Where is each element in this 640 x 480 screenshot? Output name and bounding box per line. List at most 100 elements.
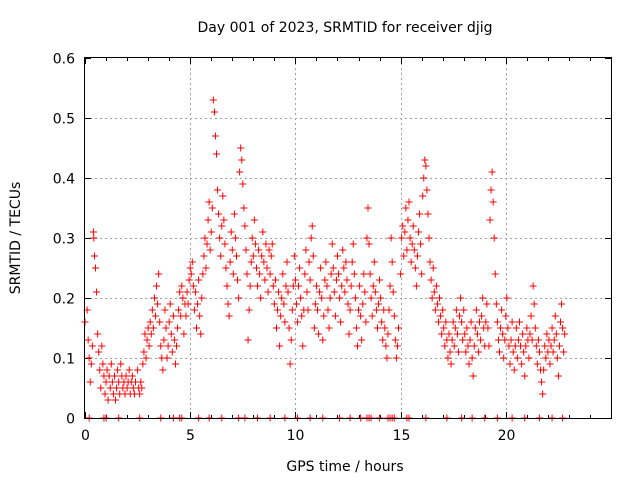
data-point: [276, 342, 284, 350]
data-point: [370, 258, 378, 266]
data-point: [467, 318, 475, 326]
data-point: [183, 288, 191, 296]
data-point: [306, 276, 314, 284]
data-point: [274, 306, 282, 314]
data-point: [426, 258, 434, 266]
data-point: [313, 306, 321, 314]
data-point: [267, 252, 275, 260]
data-point: [337, 318, 345, 326]
data-point: [122, 372, 130, 380]
data-point: [456, 312, 464, 320]
data-point: [413, 252, 421, 260]
x-tick-label: 5: [186, 428, 195, 444]
data-point: [369, 282, 377, 290]
data-point: [364, 204, 372, 212]
data-point: [402, 204, 410, 212]
data-point: [241, 222, 249, 230]
data-point: [236, 168, 244, 176]
data-point: [164, 342, 172, 350]
data-point: [371, 288, 379, 296]
data-point: [527, 312, 535, 320]
data-point: [307, 234, 315, 242]
data-point: [270, 300, 278, 308]
data-point: [282, 282, 290, 290]
data-point: [297, 294, 305, 302]
data-point: [333, 252, 341, 260]
data-point: [229, 270, 237, 278]
y-tick-label: 0.1: [53, 352, 75, 368]
data-point: [366, 270, 374, 278]
data-point: [452, 306, 460, 314]
data-point: [328, 240, 336, 248]
data-point: [352, 324, 360, 332]
data-point: [86, 378, 94, 386]
data-point: [554, 372, 562, 380]
data-point: [308, 222, 316, 230]
data-point: [393, 342, 401, 350]
data-point: [411, 264, 419, 272]
data-point: [359, 300, 367, 308]
data-point: [532, 342, 540, 350]
data-point: [281, 318, 289, 326]
data-point: [497, 324, 505, 332]
data-point: [548, 324, 556, 332]
data-point: [526, 330, 534, 338]
data-point: [266, 270, 274, 278]
data-point: [145, 342, 153, 350]
data-point: [230, 210, 238, 218]
data-point: [108, 378, 116, 386]
y-tick-label: 0: [66, 412, 75, 428]
data-point: [157, 342, 165, 350]
data-point: [153, 282, 161, 290]
data-point: [540, 366, 548, 374]
data-point: [245, 306, 253, 314]
data-point: [391, 336, 399, 344]
data-point: [428, 294, 436, 302]
data-point: [198, 294, 206, 302]
data-point: [538, 378, 546, 386]
data-point: [279, 270, 287, 278]
data-point: [224, 300, 232, 308]
y-tick-label: 0.5: [53, 112, 75, 128]
data-point: [505, 342, 513, 350]
data-point: [299, 342, 307, 350]
data-point: [468, 354, 476, 362]
data-point: [492, 300, 500, 308]
data-point: [324, 306, 332, 314]
data-point: [237, 144, 245, 152]
data-point: [296, 264, 304, 272]
data-point: [92, 264, 100, 272]
data-point: [477, 336, 485, 344]
data-point: [182, 312, 190, 320]
data-point: [113, 384, 121, 392]
y-axis-label: SRMTID / TECUs: [8, 182, 24, 295]
data-point: [211, 132, 219, 140]
data-point: [320, 312, 328, 320]
data-point: [335, 270, 343, 278]
data-point: [348, 258, 356, 266]
data-point: [387, 234, 395, 242]
data-point: [360, 270, 368, 278]
data-point: [508, 318, 516, 326]
data-point: [310, 324, 318, 332]
data-point: [258, 252, 266, 260]
data-point: [275, 288, 283, 296]
data-point: [301, 270, 309, 278]
data-point: [521, 372, 529, 380]
data-point: [401, 228, 409, 236]
data-point: [381, 324, 389, 332]
data-point: [407, 258, 415, 266]
data-point: [123, 384, 131, 392]
data-point: [195, 276, 203, 284]
data-point: [162, 324, 170, 332]
data-point: [361, 288, 369, 296]
data-point: [114, 366, 122, 374]
data-point: [285, 324, 293, 332]
data-point: [498, 306, 506, 314]
data-point: [349, 240, 357, 248]
data-point: [416, 210, 424, 218]
data-point: [412, 282, 420, 290]
data-point: [489, 198, 497, 206]
data-point: [168, 348, 176, 356]
